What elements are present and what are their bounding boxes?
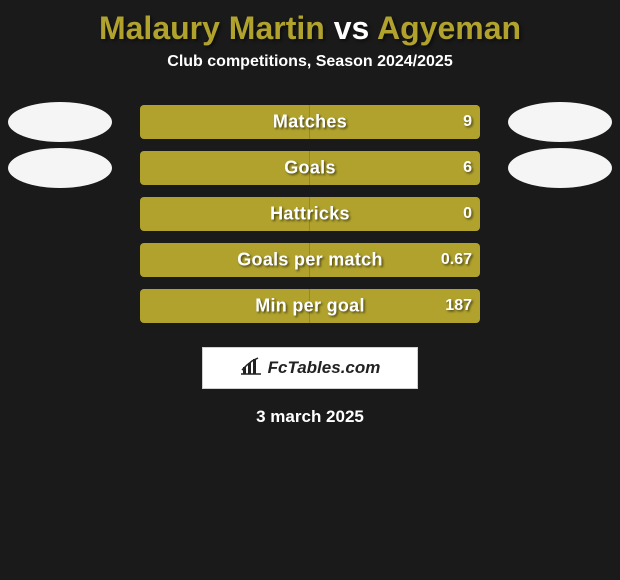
stat-label: Min per goal [140,296,480,317]
stat-value-right: 9 [463,113,472,131]
player1-avatar [8,102,112,142]
stat-value-right: 6 [463,159,472,177]
stat-row: Goals per match0.67 [0,237,620,283]
title-player1: Malaury Martin [99,10,325,46]
stat-bar: Matches9 [140,105,480,139]
stat-value-right: 0.67 [441,251,472,269]
stat-label: Goals per match [140,250,480,271]
stat-bar: Goals per match0.67 [140,243,480,277]
stat-value-right: 0 [463,205,472,223]
stat-row: Hattricks0 [0,191,620,237]
stat-label: Goals [140,158,480,179]
player1-avatar [8,148,112,188]
stat-label: Matches [140,112,480,133]
stat-bar: Hattricks0 [140,197,480,231]
comparison-infographic: Malaury Martin vs Agyeman Club competiti… [0,0,620,427]
stat-row: Matches9 [0,99,620,145]
branding-text: FcTables.com [268,358,381,378]
branding-badge[interactable]: FcTables.com [202,347,418,389]
stat-label: Hattricks [140,204,480,225]
barchart-icon [240,357,262,380]
page-title: Malaury Martin vs Agyeman [0,0,620,53]
player2-avatar [508,148,612,188]
subtitle: Club competitions, Season 2024/2025 [0,53,620,71]
stat-row: Goals6 [0,145,620,191]
stat-bar: Min per goal187 [140,289,480,323]
stat-bar: Goals6 [140,151,480,185]
date-label: 3 march 2025 [0,407,620,427]
player2-avatar [508,102,612,142]
stat-value-right: 187 [445,297,472,315]
stat-row: Min per goal187 [0,283,620,329]
title-player2: Agyeman [377,10,521,46]
stat-rows: Matches9Goals6Hattricks0Goals per match0… [0,99,620,329]
title-vs: vs [334,10,370,46]
